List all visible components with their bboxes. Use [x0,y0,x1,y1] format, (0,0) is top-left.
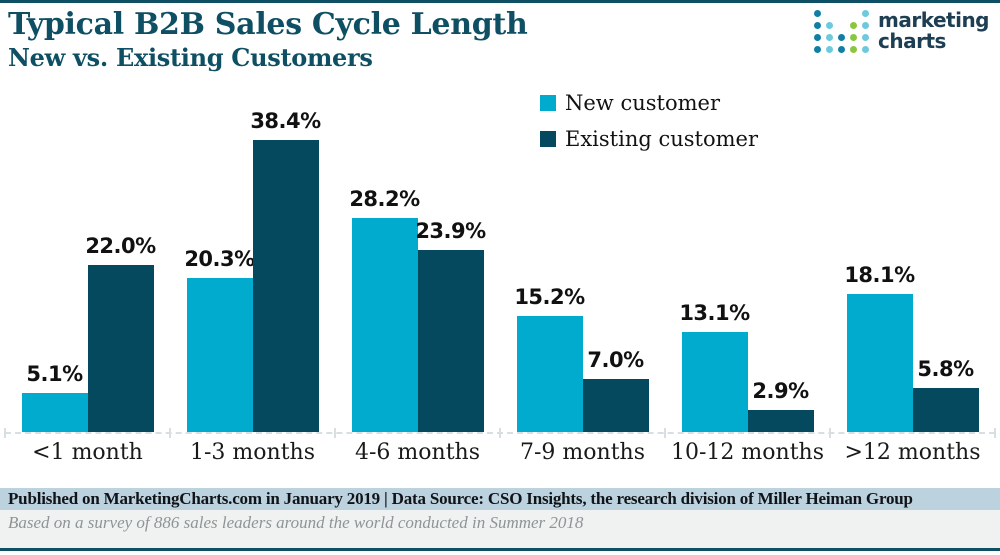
logo-dot [850,34,857,41]
bar-new-customer [21,393,88,432]
x-axis-label: 10-12 months [671,440,824,465]
bar-existing-customer [87,265,154,432]
x-axis-tick [499,428,501,438]
legend-item: New customer [540,91,720,115]
logo-text: marketing charts [878,8,990,53]
logo-text-line2: charts [878,29,946,53]
logo-text-line1: marketing [878,8,990,32]
logo-dot [814,46,821,53]
logo-dot [850,22,857,29]
value-label: 5.1% [26,362,83,386]
x-axis-label: 7-9 months [520,440,645,465]
x-axis-label: <1 month [32,440,143,465]
value-label: 28.2% [349,187,420,211]
logo-dot [826,22,833,29]
x-axis-label: >12 months [844,440,981,465]
logo-dot [862,46,869,53]
legend-swatch-new-customer [540,95,556,111]
logo-dot [814,34,821,41]
x-axis-label: 4-6 months [355,440,480,465]
value-label: 15.2% [514,285,585,309]
value-label: 20.3% [184,247,255,271]
legend-swatch-existing-customer [540,131,556,147]
bar-new-customer [186,278,253,432]
page-title: Typical B2B Sales Cycle Length [8,7,528,42]
x-axis-tick [664,428,666,438]
value-label: 38.4% [250,109,321,133]
bar-existing-customer [912,388,979,432]
x-axis-tick [4,428,6,438]
logo-dot [862,10,869,17]
value-label: 22.0% [85,234,156,258]
logo-dot [826,34,833,41]
x-axis-tick [169,428,171,438]
footer-source-bar: Published on MarketingCharts.com in Janu… [0,488,1000,510]
logo-dot-matrix-icon [814,10,872,56]
footer-source-text: Published on MarketingCharts.com in Janu… [8,489,913,508]
bar-new-customer [516,316,583,432]
page-subtitle: New vs. Existing Customers [8,43,373,72]
logo-dot [814,22,821,29]
bar-new-customer [351,218,418,432]
logo-dot [850,46,857,53]
value-label: 13.1% [679,301,750,325]
x-axis-label: 1-3 months [190,440,315,465]
legend-label: New customer [565,91,720,115]
bar-existing-customer [747,410,814,432]
logo-dot [814,10,821,17]
value-label: 18.1% [844,263,915,287]
logo-dot [862,34,869,41]
top-border [0,0,1000,3]
marketingcharts-logo: marketing charts [812,8,994,60]
logo-dot [862,22,869,29]
legend-label: Existing customer [565,127,758,151]
value-label: 7.0% [587,348,644,372]
value-label: 5.8% [917,357,974,381]
bar-new-customer [846,294,913,432]
bar-new-customer [681,332,748,432]
value-label: 23.9% [415,219,486,243]
logo-dot [826,46,833,53]
x-axis-tick [994,428,996,438]
value-label: 2.9% [752,379,809,403]
logo-dot [838,46,845,53]
logo-dot [838,34,845,41]
x-axis-tick [334,428,336,438]
legend-item: Existing customer [540,127,758,151]
footer-note-text: Based on a survey of 886 sales leaders a… [8,513,584,532]
bar-existing-customer [252,140,319,432]
bar-existing-customer [582,379,649,432]
x-axis-tick [829,428,831,438]
footer-note-bar: Based on a survey of 886 sales leaders a… [0,510,1000,548]
bar-existing-customer [417,250,484,432]
bottom-border [0,548,1000,551]
header: Typical B2B Sales Cycle Length New vs. E… [8,7,528,72]
